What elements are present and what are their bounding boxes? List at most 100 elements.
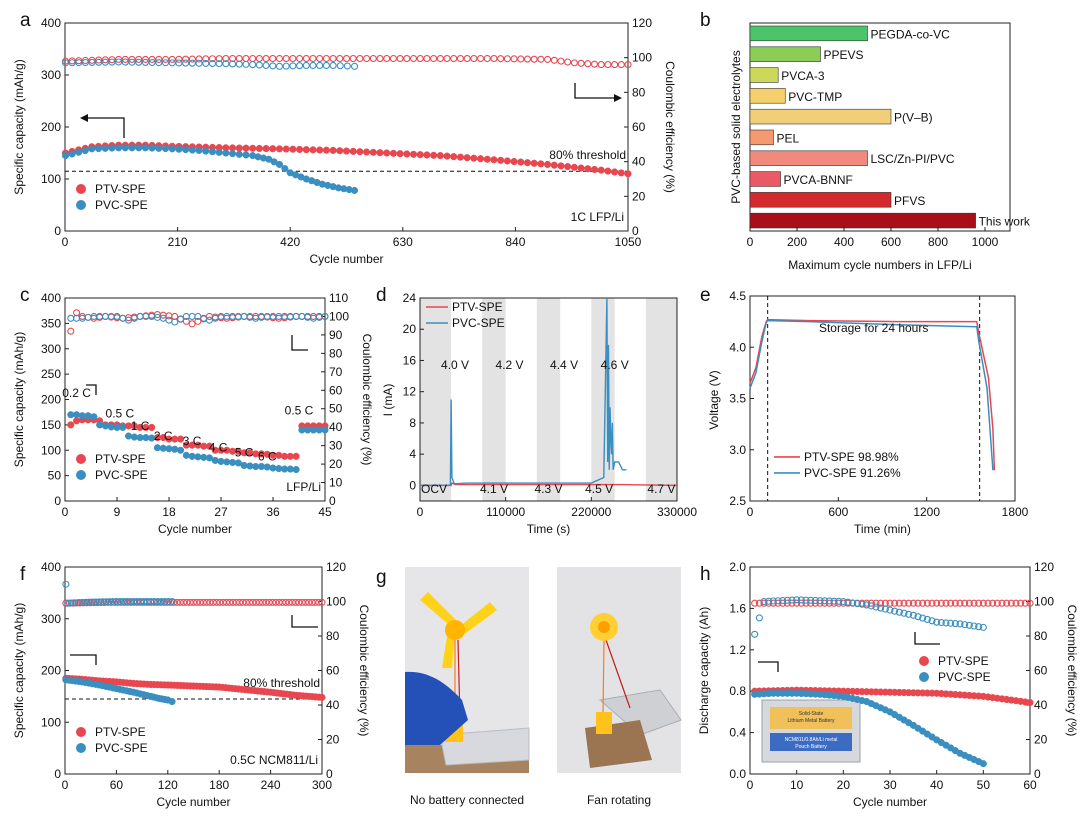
series-a-1 — [61, 144, 359, 194]
data-point — [947, 619, 955, 627]
data-point — [788, 596, 796, 604]
data-point — [396, 150, 404, 158]
panel-h: h 0 10 20 30 40 50 60 0.0 0.4 0.8 1.2 1.6 2.0 0 20 40 60 8… — [697, 560, 1079, 809]
y2-tick-label: 0 — [329, 494, 336, 508]
data-point — [148, 144, 156, 152]
data-point — [624, 170, 632, 178]
data-point — [240, 312, 248, 321]
y2-tick-label: 80 — [1034, 629, 1048, 643]
data-point — [88, 145, 96, 153]
bar-label: PEL — [777, 131, 800, 145]
shaded-interval — [482, 298, 506, 501]
data-point — [208, 55, 217, 63]
data-point — [249, 598, 257, 606]
voltage-label: 4.3 V — [534, 482, 562, 496]
y2-axis-label: Coulombic efficiency (%) — [360, 334, 374, 466]
data-point — [1026, 699, 1034, 707]
data-point — [914, 599, 922, 607]
data-point — [604, 167, 612, 175]
legend-marker — [76, 200, 86, 210]
y-tick-label: 50 — [48, 469, 62, 483]
data-point — [90, 413, 98, 421]
data-point — [102, 598, 110, 606]
data-point — [119, 423, 127, 431]
y-tick-label: 350 — [41, 316, 61, 330]
data-point — [309, 54, 317, 63]
y2-tick-label: 20 — [326, 733, 340, 747]
data-point — [891, 599, 899, 607]
data-point — [67, 327, 75, 335]
data-point — [376, 149, 384, 157]
data-point — [993, 599, 1001, 607]
data-point — [116, 597, 124, 606]
series-f-0 — [62, 674, 326, 701]
data-point — [886, 606, 894, 614]
x-tick-label: 330000 — [657, 505, 697, 519]
data-point — [215, 60, 223, 68]
data-point — [443, 54, 451, 63]
data-point — [343, 62, 351, 70]
legend-label: PVC-SPE — [452, 316, 505, 330]
panel-c: c0 9 18 27 36 4505010015020025030035040001020… — [12, 285, 374, 536]
data-point — [872, 603, 880, 611]
data-point — [148, 423, 156, 431]
data-point — [143, 597, 151, 606]
data-point — [443, 152, 451, 160]
y-tick-label: 1.2 — [729, 643, 746, 657]
data-point — [825, 597, 833, 605]
data-point — [115, 58, 123, 66]
data-point — [774, 597, 782, 605]
data-point — [215, 148, 223, 156]
data-point — [275, 62, 284, 70]
legend-label: PTV-SPE — [452, 300, 503, 314]
data-point — [99, 598, 107, 606]
inset-h-line3: NCM811/0.8Ah/Li metal — [785, 737, 838, 743]
data-point — [208, 148, 217, 156]
data-point — [168, 55, 176, 63]
voltage-label: 4.5 V — [585, 482, 613, 496]
panel-label-c: c — [20, 285, 30, 306]
legend-label: PTV-SPE — [95, 452, 146, 466]
condition-label: LFP/Li — [286, 480, 321, 494]
data-point — [517, 55, 525, 63]
data-point — [173, 598, 181, 606]
x-tick-label: 0 — [62, 505, 69, 519]
data-point — [389, 54, 397, 63]
data-point — [350, 62, 359, 70]
x-tick-label: 20 — [837, 778, 851, 792]
data-point — [584, 165, 592, 173]
data-point — [105, 598, 114, 606]
data-point — [530, 159, 538, 167]
data-point — [942, 599, 950, 607]
x-tick-label: 0 — [747, 235, 754, 249]
data-point — [262, 598, 270, 606]
data-point — [891, 607, 899, 615]
y2-tick-label: 40 — [329, 420, 343, 434]
data-point — [75, 57, 83, 65]
y-tick-label: 0.4 — [729, 726, 746, 740]
data-point — [956, 620, 964, 628]
data-point — [128, 58, 136, 66]
data-point — [154, 597, 162, 606]
y-tick-label: 100 — [41, 443, 61, 457]
y-tick-label: 24 — [403, 291, 417, 305]
data-point — [242, 598, 250, 606]
bar-label: This work — [979, 215, 1031, 229]
data-point — [255, 144, 263, 152]
data-point — [265, 598, 273, 606]
data-point — [242, 60, 250, 68]
data-point — [157, 597, 165, 606]
condition-label: 1C LFP/Li — [571, 210, 624, 224]
data-point — [255, 54, 263, 63]
y-tick-label: 2.5 — [729, 494, 746, 508]
voltage-label: 4.7 V — [647, 482, 675, 496]
data-point — [175, 145, 183, 153]
data-point — [78, 598, 86, 606]
caption-left: No battery connected — [410, 793, 524, 807]
data-point — [497, 156, 505, 164]
data-point — [269, 145, 277, 153]
data-point — [108, 56, 116, 64]
y2-tick-label: 110 — [329, 291, 348, 305]
data-point — [604, 61, 612, 69]
rate-label: 2 C — [154, 429, 173, 443]
